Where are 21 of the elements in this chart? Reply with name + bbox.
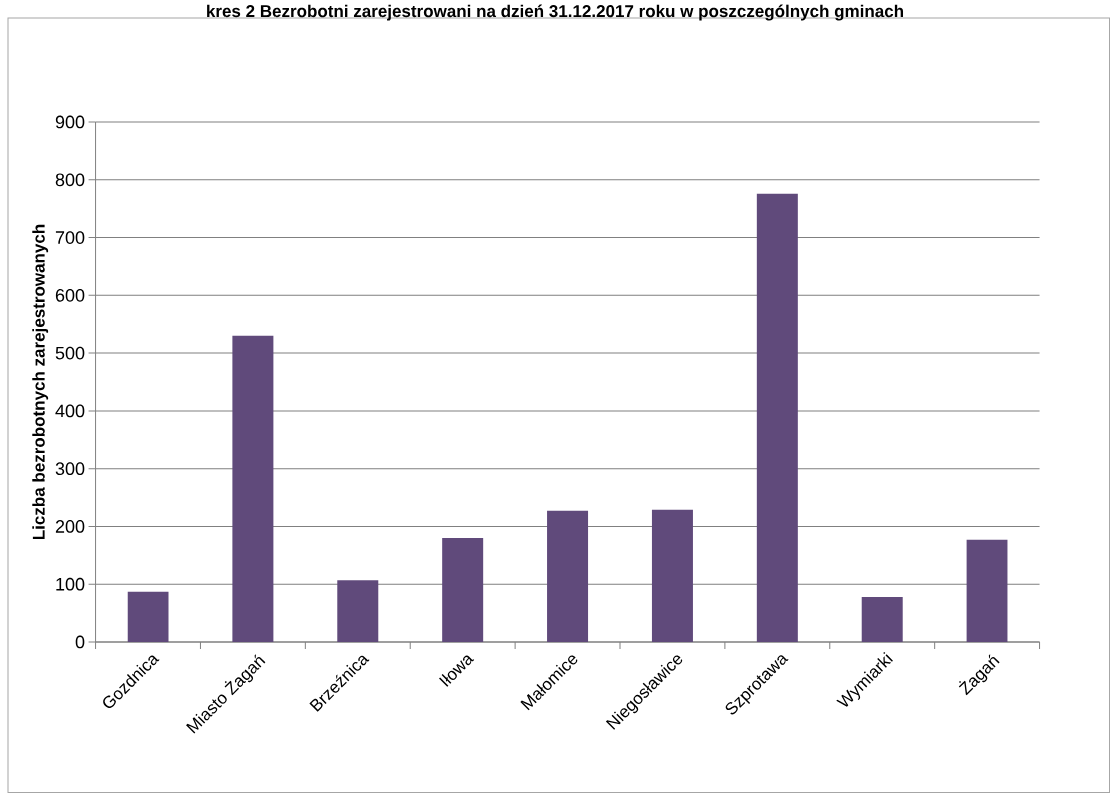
y-tick-label: 900 (55, 115, 85, 129)
bar (127, 591, 169, 642)
bar (547, 510, 589, 642)
y-tick-label: 800 (55, 173, 85, 187)
bar (966, 539, 1008, 642)
y-tick-label: 600 (55, 288, 85, 302)
bar (651, 509, 693, 642)
y-tick-label: 400 (55, 404, 85, 418)
y-tick-label: 500 (55, 346, 85, 360)
bar (756, 193, 798, 642)
bar (232, 335, 274, 642)
bar (337, 580, 379, 642)
chart-title: kres 2 Bezrobotni zarejestrowani na dzień 31.12.2017 roku w poszczególnych gminach (207, 4, 904, 21)
bar (442, 538, 484, 642)
y-tick-label: 200 (55, 520, 85, 533)
y-tick-label: 300 (55, 462, 85, 476)
y-tick-label: 100 (56, 577, 85, 591)
y-tick-label: 0 (75, 635, 85, 649)
y-tick-label: 700 (55, 231, 85, 244)
bar (861, 596, 903, 642)
y-axis-title: Liczba bezrobotnych zarejestrowanych (32, 224, 49, 540)
